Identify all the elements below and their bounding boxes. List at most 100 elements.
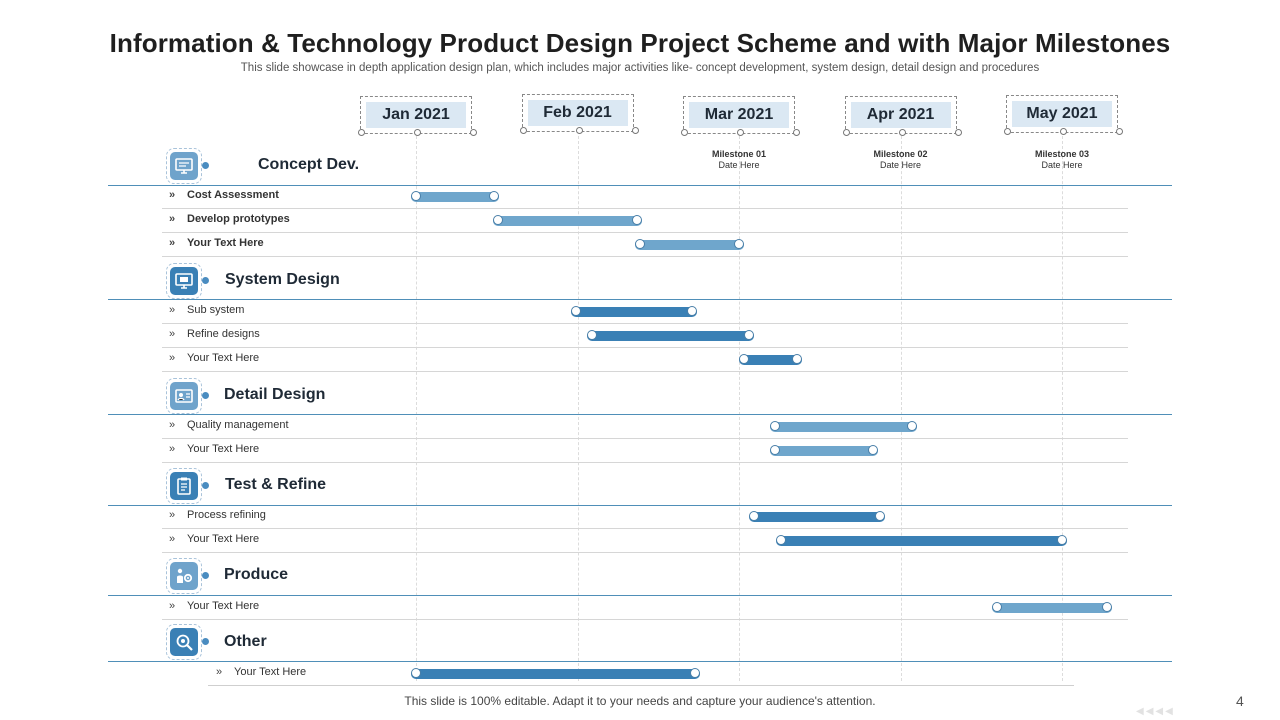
month-connector-dot [1060, 128, 1067, 135]
task-divider [162, 371, 1128, 372]
month-label: May 2021 [1012, 101, 1112, 127]
task-bar [587, 330, 754, 341]
month-label: Jan 2021 [366, 102, 466, 128]
chevron-icon: » [169, 443, 176, 455]
task-divider [162, 347, 1128, 348]
task-start-handle [493, 215, 504, 225]
task-end-handle [743, 330, 754, 340]
month-connector-dot [631, 127, 639, 134]
task-divider [162, 256, 1128, 257]
category-divider [108, 414, 1172, 415]
task-start-handle [769, 421, 780, 431]
chevron-icon: » [169, 213, 176, 225]
task-start-handle [411, 191, 421, 201]
task-label: » Sub system [169, 304, 244, 316]
milestone-label: Milestone 03 Date Here [1002, 149, 1122, 171]
category-divider [108, 299, 1172, 300]
icon-tile [170, 562, 198, 590]
icon-tile [170, 382, 198, 410]
icon-halo [166, 468, 202, 504]
month-connector-dot [954, 129, 962, 136]
footer-text: This slide is 100% editable. Adapt it to… [404, 694, 876, 708]
icon-pip [202, 162, 209, 169]
task-end-handle [687, 306, 698, 316]
month-gridline [900, 136, 902, 681]
icon-pip [202, 572, 209, 579]
task-bar [738, 354, 803, 365]
month-connector-dot [793, 129, 800, 136]
task-label: » Your Text Here [169, 443, 259, 455]
task-divider [162, 208, 1128, 209]
task-label: » Your Text Here [169, 533, 259, 545]
task-label: » Your Text Here [216, 666, 306, 678]
task-label: » Your Text Here [169, 352, 259, 364]
category-label: Concept Dev. [258, 156, 360, 173]
task-name: Your Text Here [187, 600, 260, 612]
task-end-handle [792, 354, 803, 364]
monitor-icon [166, 148, 209, 184]
month-label: Feb 2021 [527, 100, 628, 126]
task-start-handle [775, 535, 786, 545]
month-gridline [577, 136, 579, 681]
month-connector-dot [842, 129, 850, 136]
category-label: Other [224, 633, 267, 650]
task-name: Your Text Here [187, 352, 260, 364]
gantt-chart: Jan 2021 Feb 2021 Mar 2021 Apr 2021 May 2021… [108, 94, 1172, 681]
month-connector-dot [1004, 128, 1011, 135]
task-start-handle [992, 602, 1003, 612]
task-divider [162, 619, 1128, 620]
milestone-name: Milestone 03 [1034, 149, 1090, 159]
chevron-icon: » [216, 666, 223, 678]
task-end-handle [868, 445, 879, 455]
task-label: » Develop prototypes [169, 213, 290, 225]
icon-halo [166, 624, 202, 660]
task-label: » Your Text Here [169, 237, 264, 249]
task-label: » Quality management [169, 419, 289, 431]
task-label: » Cost Assessment [169, 189, 279, 201]
task-end-handle [1102, 602, 1113, 612]
chevron-icon: » [169, 600, 176, 612]
month-connector-dot [358, 129, 365, 136]
category-divider [108, 661, 1172, 662]
category-label: Test & Refine [225, 476, 327, 493]
task-end-handle [874, 511, 885, 521]
icon-halo [166, 263, 202, 299]
task-label: » Your Text Here [169, 600, 259, 612]
task-name: Develop prototypes [187, 213, 290, 225]
category-label: Detail Design [224, 386, 326, 403]
month-label: Mar 2021 [689, 102, 789, 128]
chevron-icon: » [169, 533, 176, 545]
month-header: May 2021 [1004, 95, 1123, 135]
chevron-icon: » [169, 189, 176, 201]
month-gridline [416, 136, 417, 681]
icon-pip [202, 482, 209, 489]
category-divider [108, 185, 1172, 186]
task-bar [748, 511, 885, 522]
milestone-name: Milestone 02 [873, 149, 928, 159]
month-gridline [1062, 136, 1063, 681]
chevron-icon: » [169, 509, 176, 521]
task-end-handle [632, 215, 643, 225]
task-name: Quality management [187, 419, 289, 431]
milestone-name: Milestone 01 [711, 149, 767, 159]
task-bar [570, 306, 698, 317]
task-bar [992, 602, 1113, 613]
task-name: Your Text Here [187, 443, 260, 455]
icon-pip [202, 392, 209, 399]
task-bar [769, 445, 879, 456]
task-end-handle [1056, 535, 1067, 545]
task-divider [162, 552, 1128, 553]
task-start-handle [411, 668, 421, 678]
milestone-date: Date Here [879, 160, 922, 170]
month-header: Mar 2021 [681, 96, 800, 136]
task-start-handle [635, 239, 646, 249]
production-icon [166, 558, 209, 594]
icon-pip [202, 277, 209, 284]
task-label: » Refine designs [169, 328, 260, 340]
task-divider [162, 462, 1128, 463]
category-divider [108, 505, 1172, 506]
task-name: Cost Assessment [187, 189, 279, 201]
task-end-handle [488, 191, 499, 201]
task-start-handle [769, 445, 780, 455]
icon-pip [202, 638, 209, 645]
